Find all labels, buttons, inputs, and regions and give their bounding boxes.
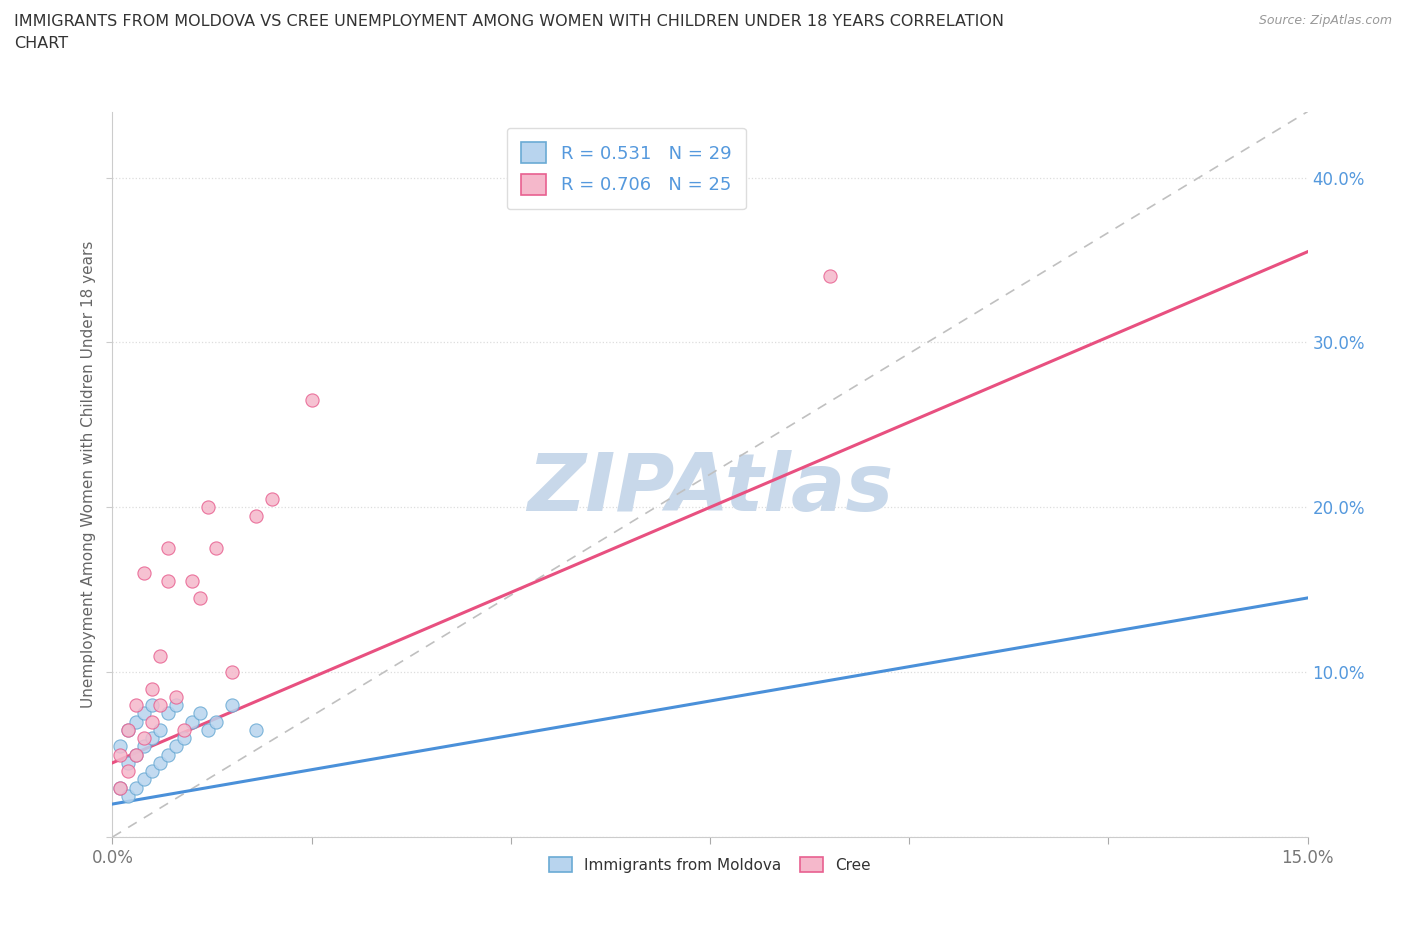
Point	[818, 269, 841, 284]
Point	[157, 706, 180, 721]
Point	[197, 723, 219, 737]
Point	[141, 681, 163, 696]
Point	[188, 706, 211, 721]
Y-axis label: Unemployment Among Women with Children Under 18 years: Unemployment Among Women with Children U…	[80, 241, 96, 708]
Point	[277, 846, 299, 861]
Point	[141, 731, 163, 746]
Text: ZIPAtlas: ZIPAtlas	[527, 450, 893, 528]
Point	[134, 731, 156, 746]
Point	[165, 698, 187, 712]
Point	[125, 747, 148, 762]
Point	[165, 738, 187, 753]
Point	[117, 723, 139, 737]
Point	[110, 738, 132, 753]
Point	[245, 723, 267, 737]
Point	[117, 723, 139, 737]
Point	[149, 648, 172, 663]
Point	[134, 565, 156, 580]
Point	[149, 698, 172, 712]
Point	[117, 755, 139, 770]
Point	[110, 780, 132, 795]
Point	[117, 789, 139, 804]
Point	[134, 738, 156, 753]
Point	[301, 392, 323, 407]
Point	[165, 689, 187, 704]
Point	[197, 499, 219, 514]
Point	[134, 706, 156, 721]
Point	[149, 755, 172, 770]
Point	[221, 665, 243, 680]
Point	[301, 846, 323, 861]
Point	[141, 714, 163, 729]
Point	[188, 591, 211, 605]
Point	[173, 723, 195, 737]
Point	[221, 698, 243, 712]
Point	[260, 492, 283, 507]
Point	[110, 780, 132, 795]
Point	[181, 714, 204, 729]
Point	[157, 574, 180, 589]
Point	[125, 747, 148, 762]
Text: Source: ZipAtlas.com: Source: ZipAtlas.com	[1258, 14, 1392, 27]
Point	[157, 541, 180, 556]
Point	[141, 764, 163, 778]
Point	[149, 723, 172, 737]
Point	[205, 541, 228, 556]
Point	[141, 698, 163, 712]
Point	[117, 764, 139, 778]
Point	[134, 772, 156, 787]
Point	[157, 747, 180, 762]
Point	[173, 731, 195, 746]
Point	[110, 747, 132, 762]
Point	[205, 714, 228, 729]
Point	[125, 714, 148, 729]
Point	[125, 780, 148, 795]
Text: IMMIGRANTS FROM MOLDOVA VS CREE UNEMPLOYMENT AMONG WOMEN WITH CHILDREN UNDER 18 : IMMIGRANTS FROM MOLDOVA VS CREE UNEMPLOY…	[14, 14, 1004, 51]
Point	[245, 508, 267, 523]
Legend: Immigrants from Moldova, Cree: Immigrants from Moldova, Cree	[541, 849, 879, 880]
Point	[125, 698, 148, 712]
Point	[181, 574, 204, 589]
